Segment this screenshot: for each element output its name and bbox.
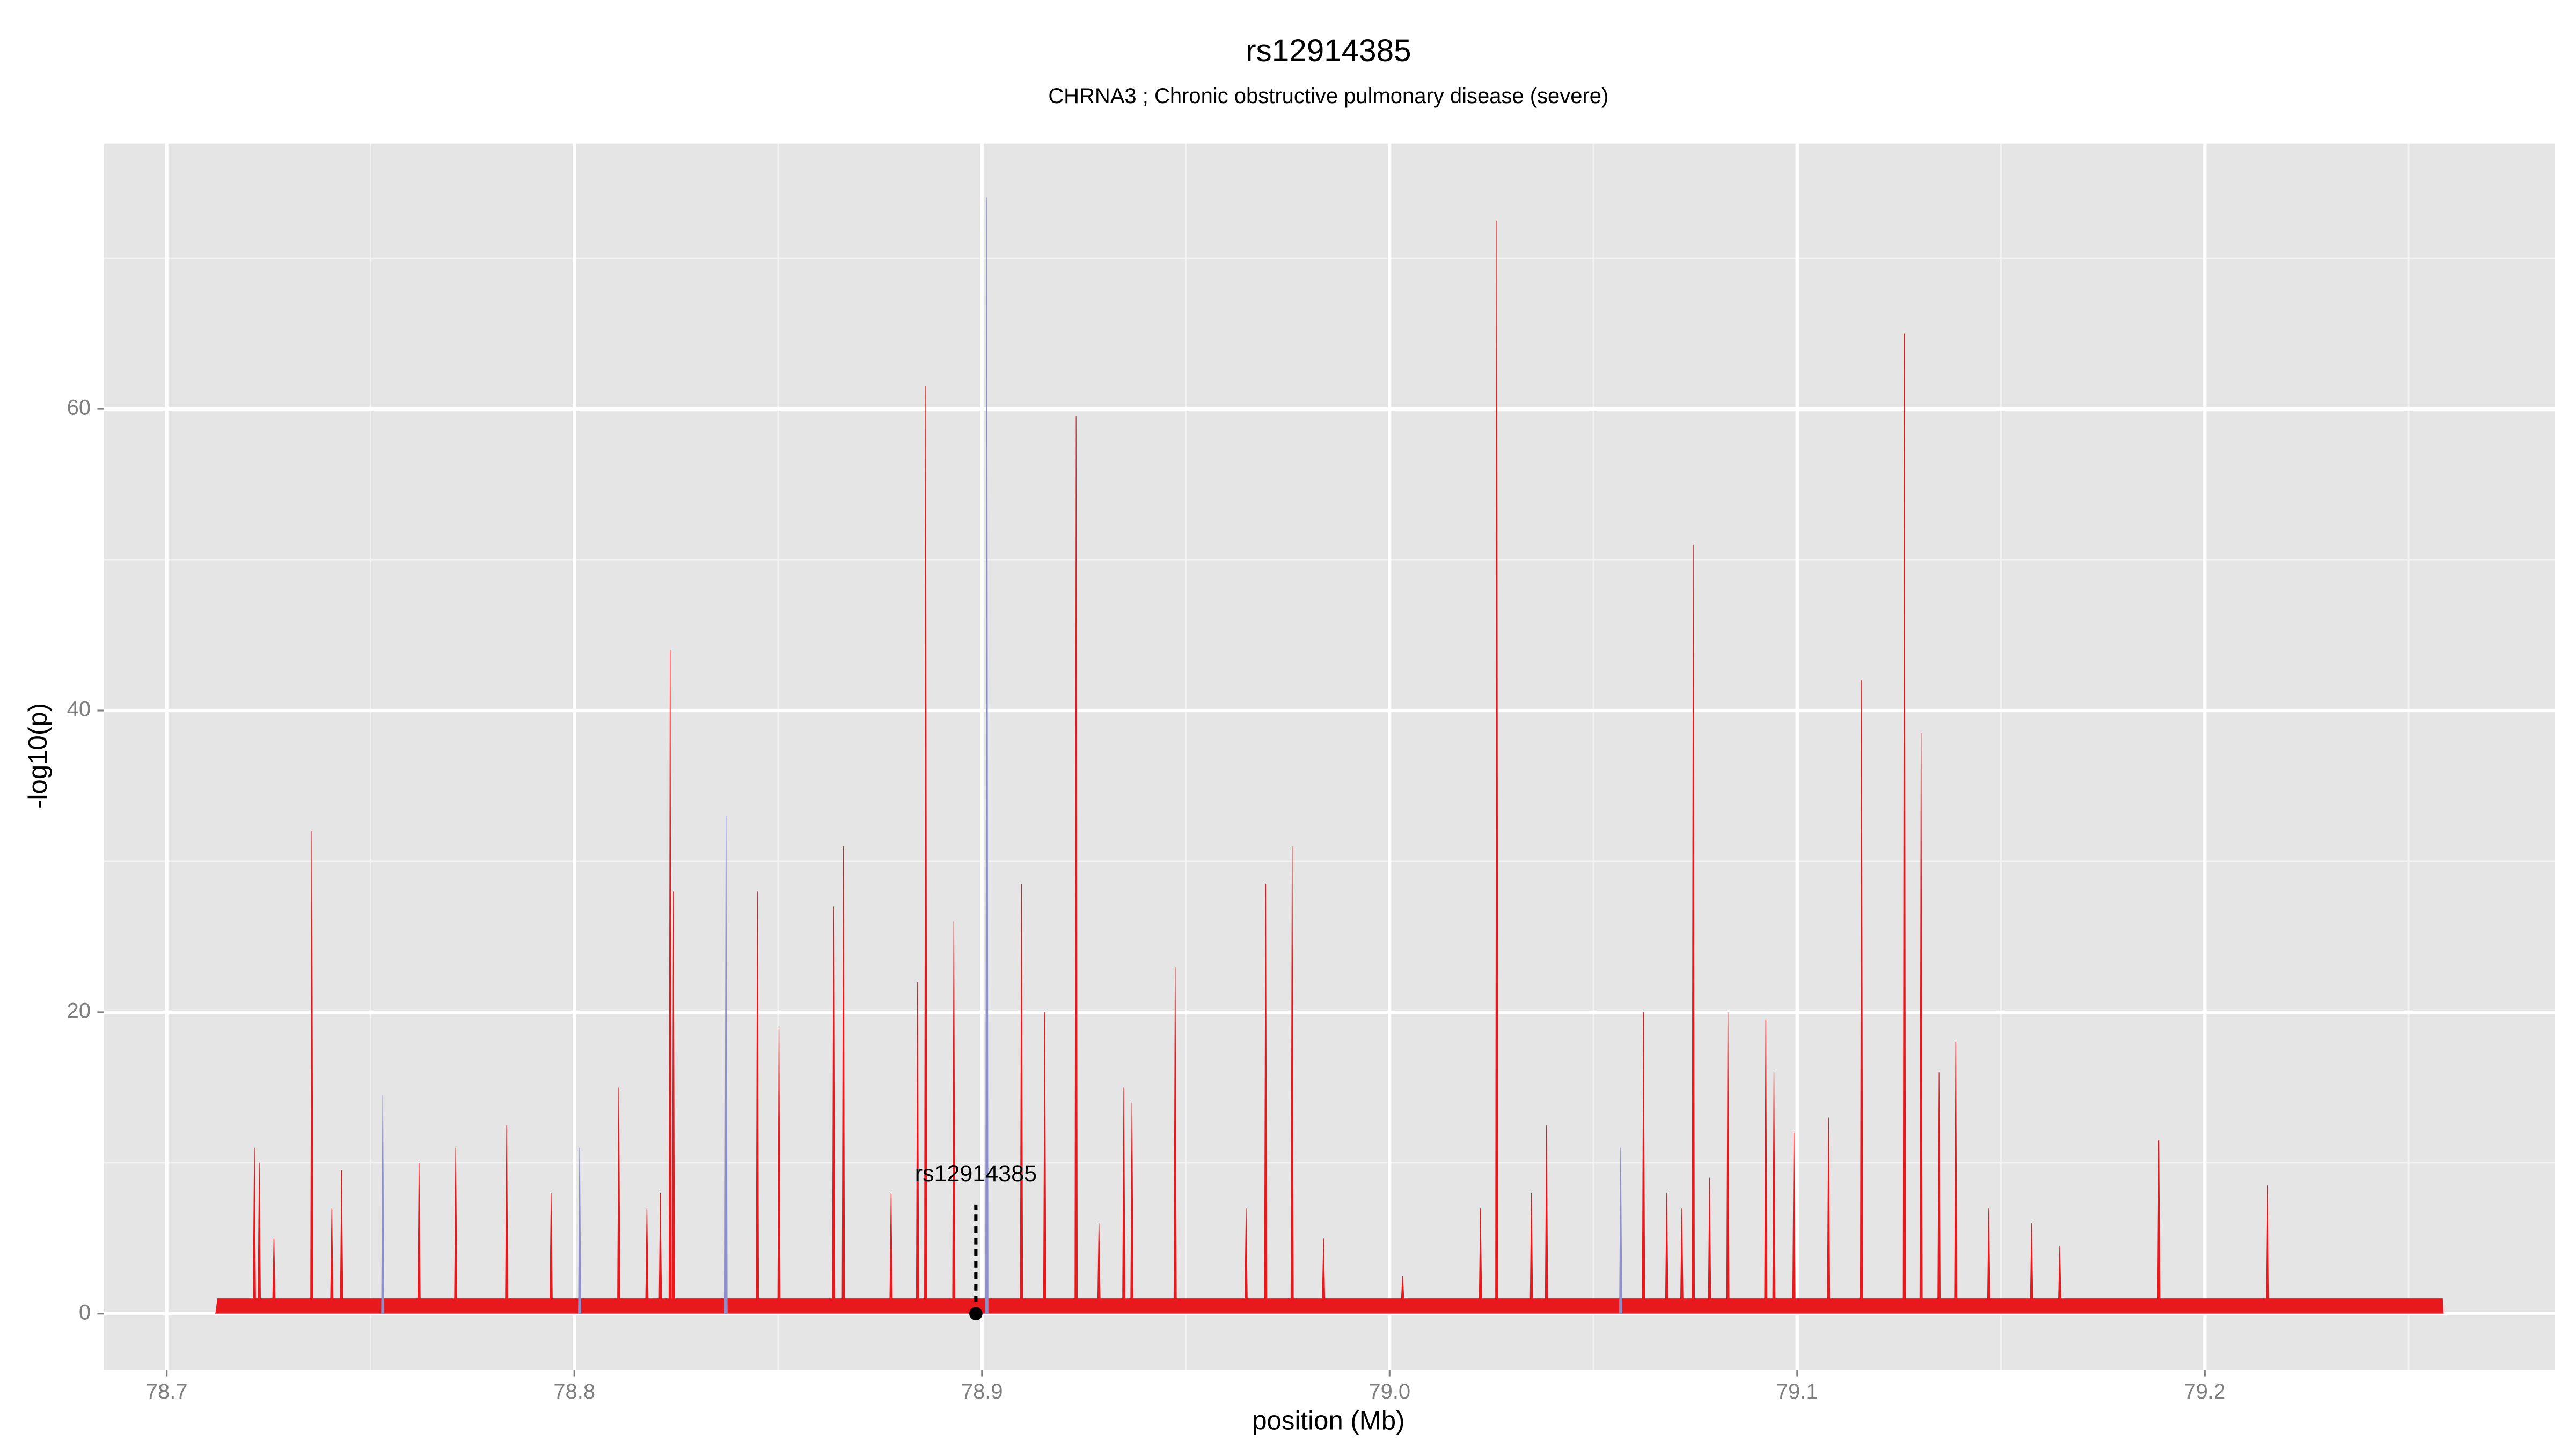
x-tick-label: 78.9 (961, 1380, 1003, 1403)
area (215, 220, 2444, 1314)
chart-subtitle: CHRNA3 ; Chronic obstructive pulmonary d… (1048, 84, 1608, 108)
x-tick-label: 78.7 (146, 1380, 188, 1403)
annotation-point (969, 1307, 983, 1321)
y-axis-label: -log10(p) (23, 703, 53, 809)
plot-panel (104, 143, 2555, 1370)
x-tick-label: 78.8 (553, 1380, 595, 1403)
chart-title: rs12914385 (1246, 33, 1411, 68)
y-tick-label: 60 (67, 396, 91, 420)
x-tick-label: 79.2 (2184, 1380, 2226, 1403)
y-tick-label: 0 (79, 1300, 91, 1324)
x-tick-label: 79.0 (1368, 1380, 1410, 1403)
x-axis-label: position (Mb) (1252, 1406, 1404, 1436)
annotation-label: rs12914385 (915, 1161, 1037, 1187)
x-tick-label: 79.1 (1776, 1380, 1818, 1403)
y-tick-label: 40 (67, 698, 91, 721)
y-tick-label: 20 (67, 999, 91, 1022)
area (215, 197, 2443, 1314)
